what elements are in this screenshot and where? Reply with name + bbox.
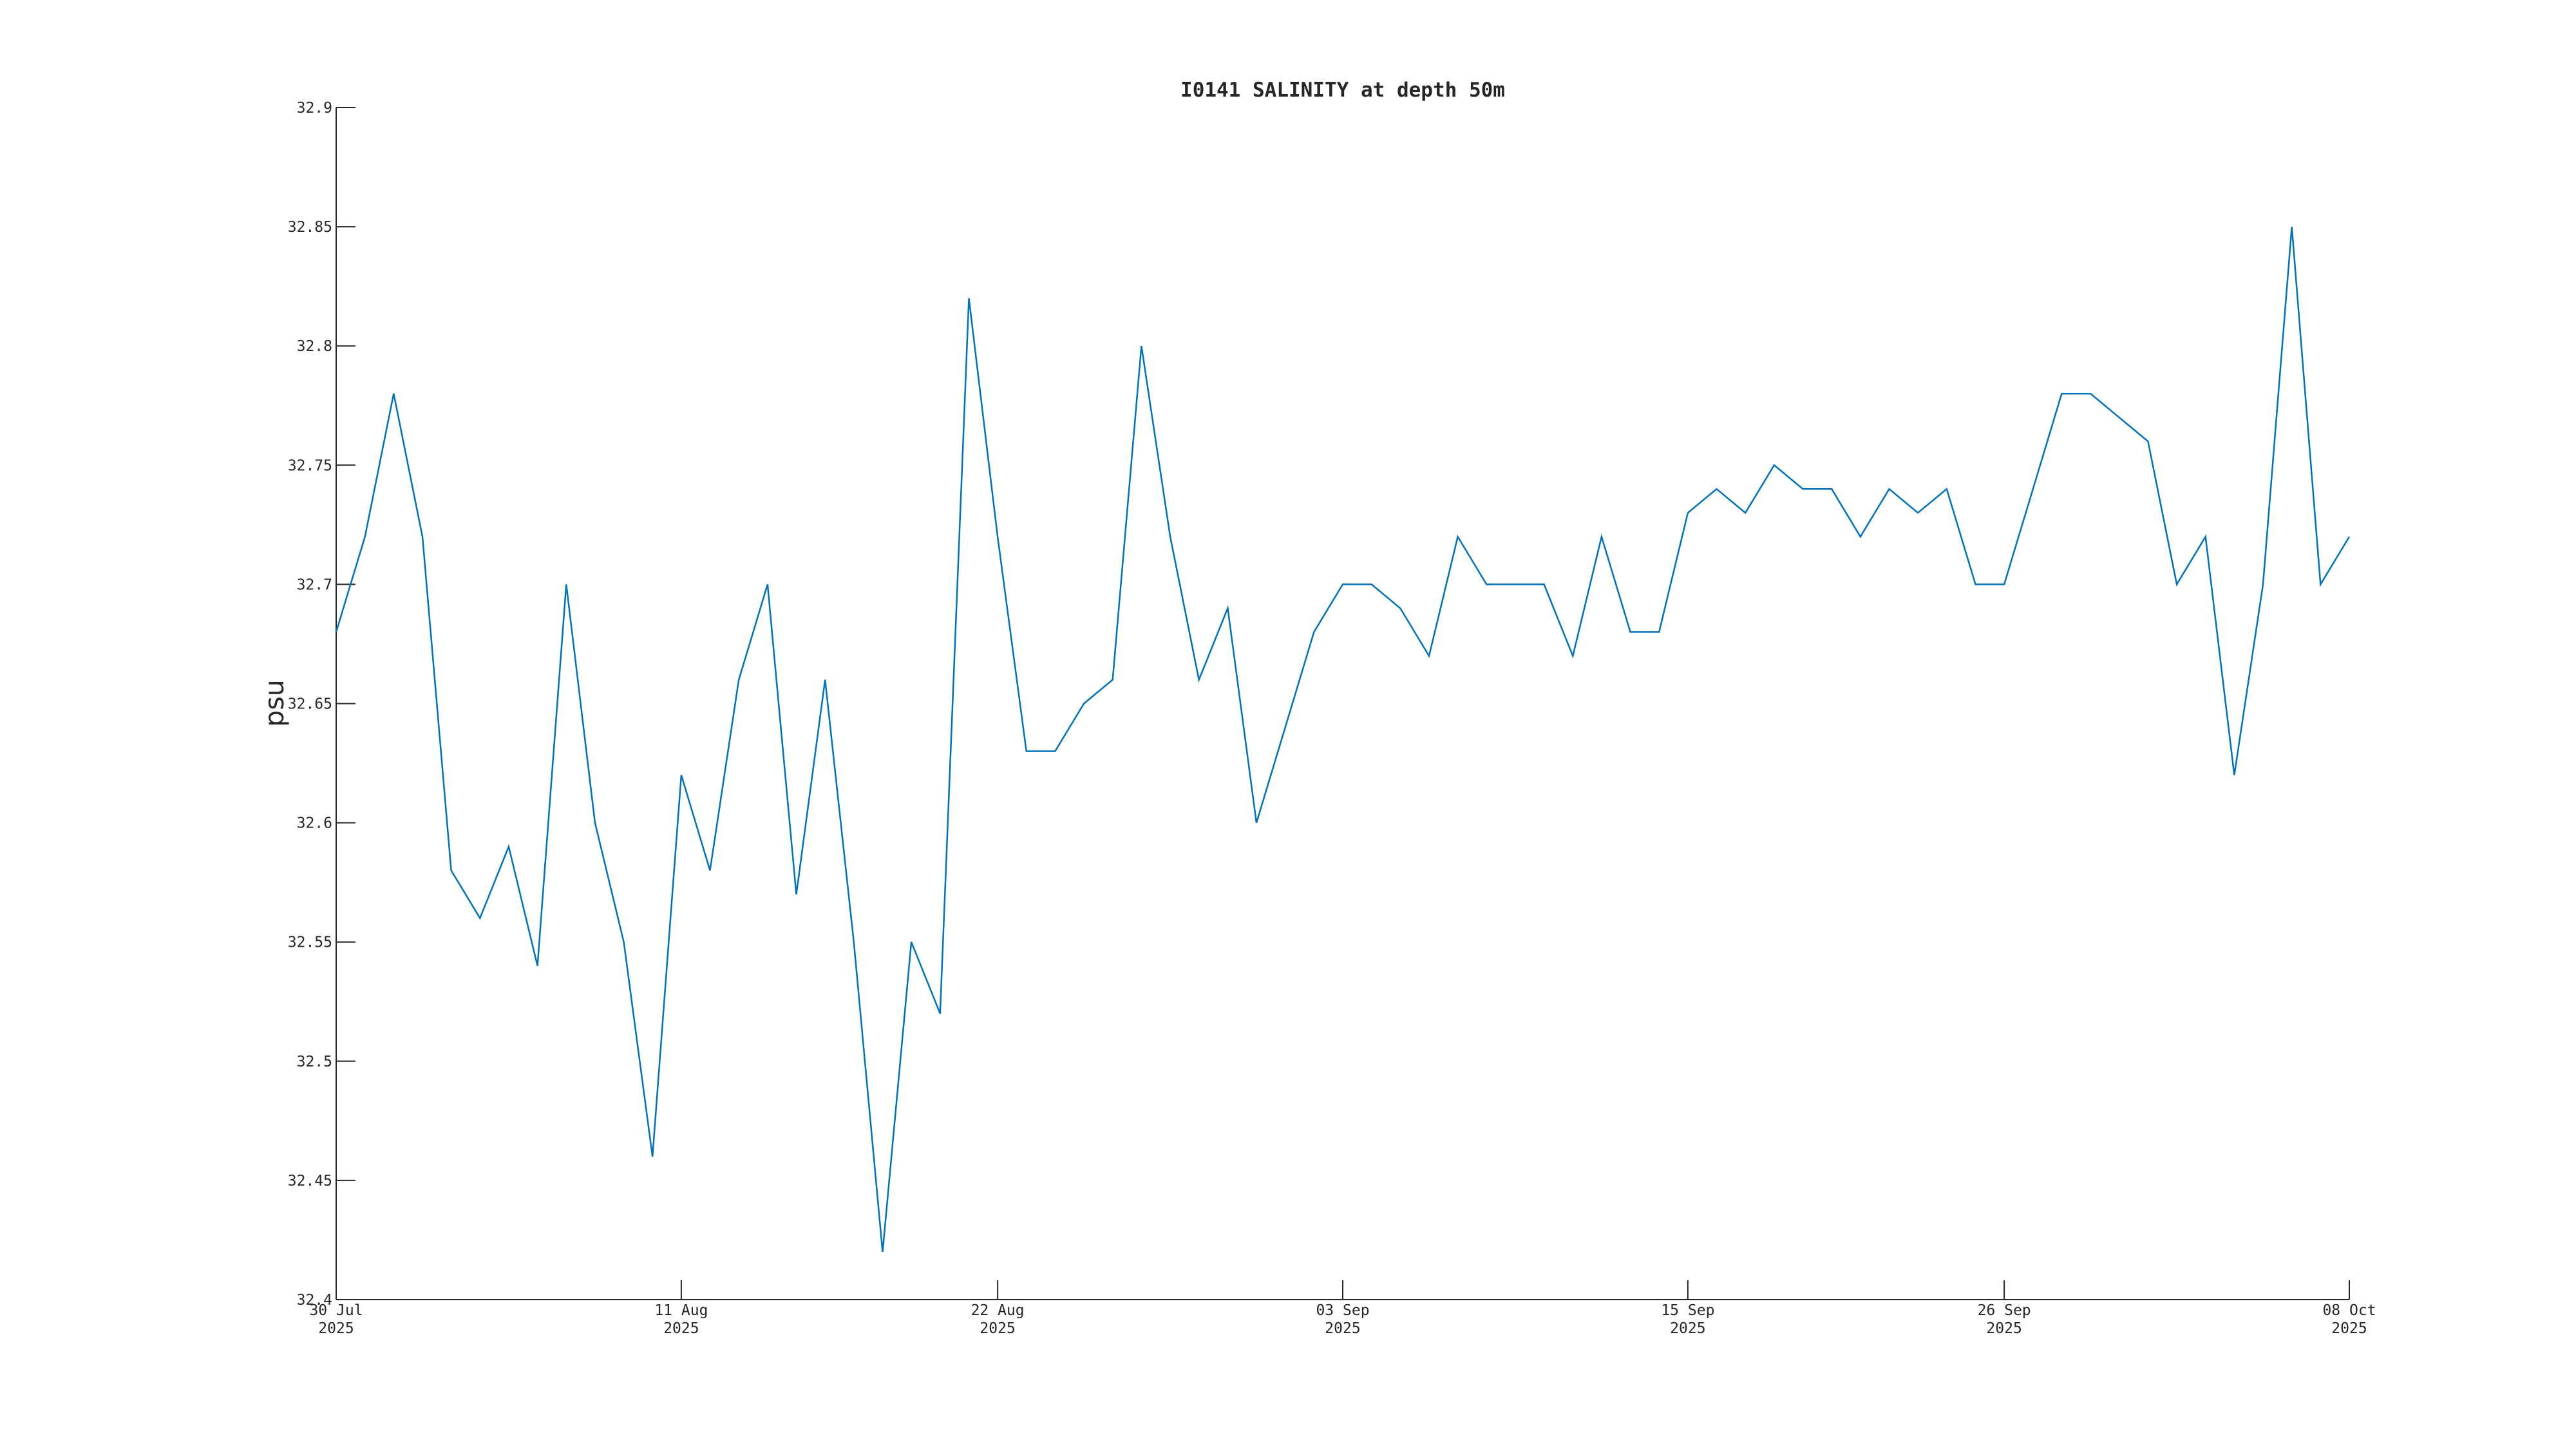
x-tick-label: 03 Sep 2025 <box>1316 1302 1369 1337</box>
y-tick-label: 32.6 <box>297 815 332 832</box>
x-tick-label: 15 Sep 2025 <box>1661 1302 1714 1337</box>
data-line <box>335 226 2351 1253</box>
y-tick-label: 32.85 <box>288 219 332 236</box>
y-tick-label: 32.65 <box>288 696 332 713</box>
y-tick-label: 32.5 <box>297 1054 332 1070</box>
y-tick-label: 32.4 <box>297 1292 332 1309</box>
x-tick-label: 22 Aug 2025 <box>971 1302 1025 1337</box>
chart-title: I0141 SALINITY at depth 50m <box>1180 79 1505 102</box>
y-tick-label: 32.55 <box>288 934 332 951</box>
x-tick-label: 30 Jul 2025 <box>309 1302 363 1337</box>
y-tick-label: 32.8 <box>297 338 332 355</box>
x-tick-label: 26 Sep 2025 <box>1978 1302 2031 1337</box>
x-tick-label: 08 Oct 2025 <box>2322 1302 2376 1337</box>
y-axis-label: psu <box>259 679 290 726</box>
y-tick-label: 32.9 <box>297 100 332 117</box>
y-tick-label: 32.45 <box>288 1173 332 1189</box>
y-tick-label: 32.7 <box>297 576 332 593</box>
y-tick-label: 32.75 <box>288 457 332 474</box>
x-tick-label: 11 Aug 2025 <box>654 1302 708 1337</box>
